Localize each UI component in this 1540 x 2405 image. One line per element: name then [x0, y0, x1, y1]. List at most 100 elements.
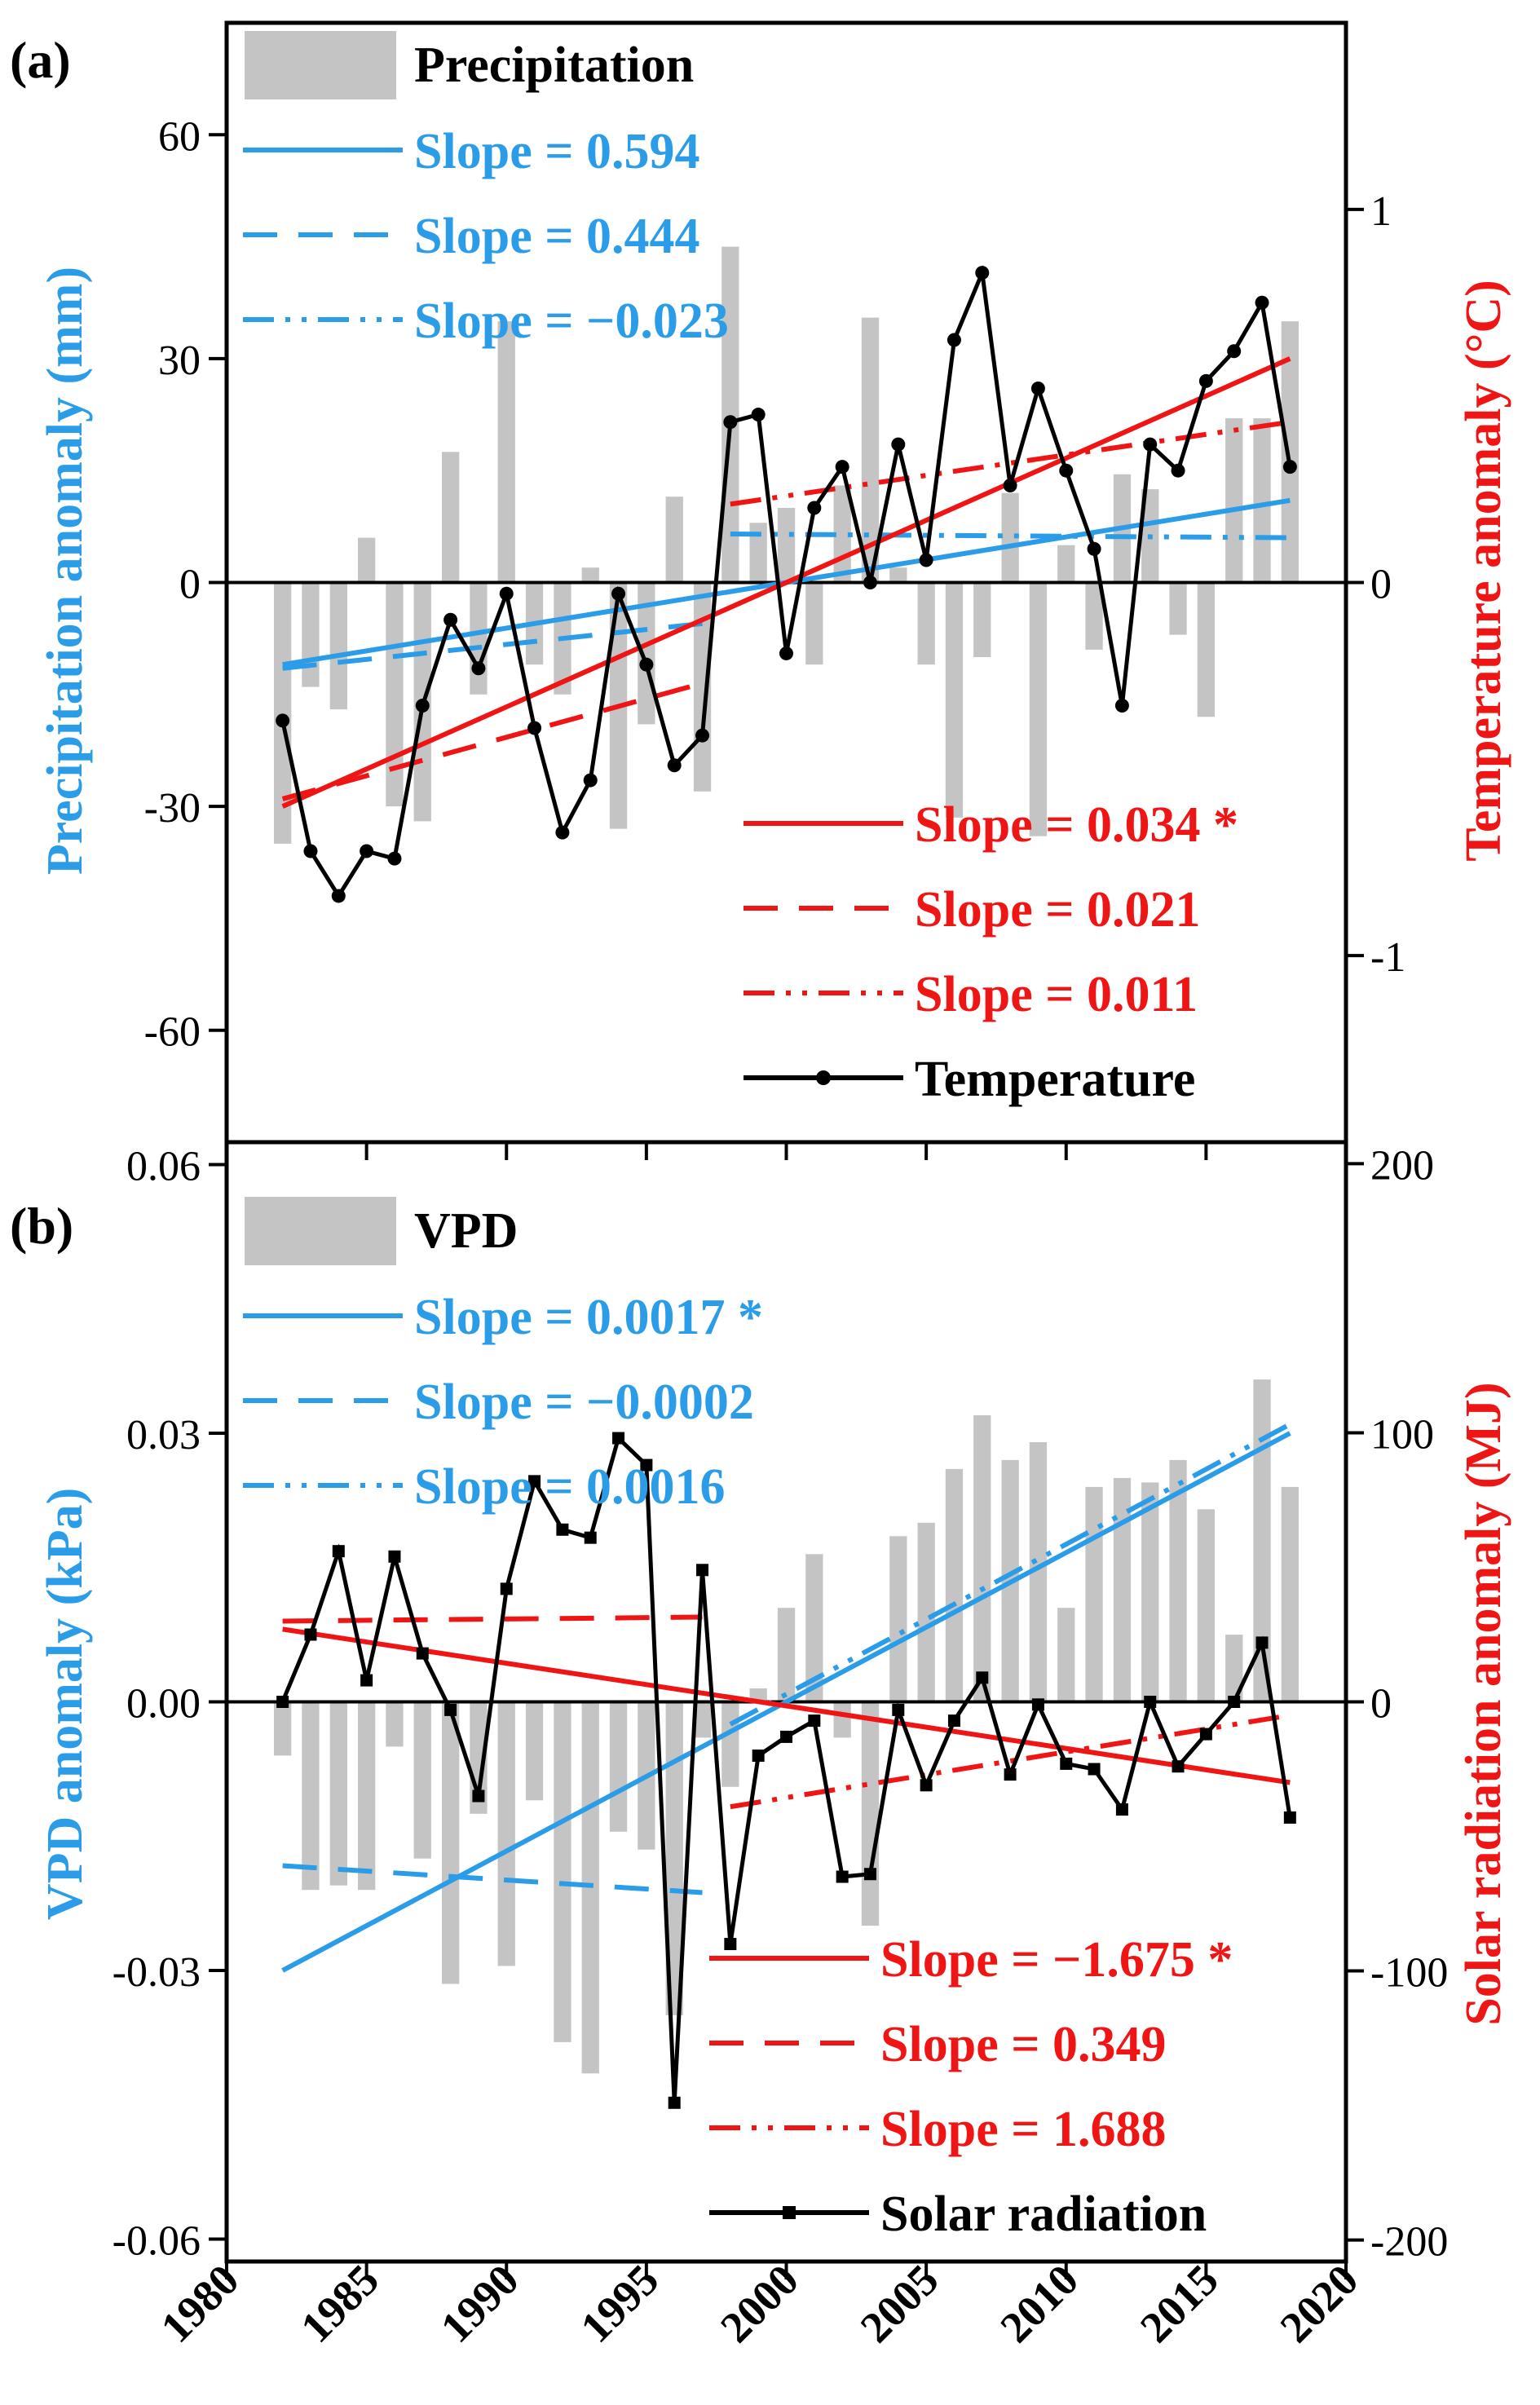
panel-b-bar-2016: [1225, 1635, 1243, 1702]
x-tick-label-2015: 2015: [1131, 2255, 1228, 2352]
panel-b-right-tick-label-3: -100: [1370, 1950, 1448, 1997]
panel-b-point-1983: [304, 1628, 317, 1641]
panel-a-bar-1990: [497, 321, 515, 583]
panel-a-left-tick-label-4: -60: [144, 1009, 201, 1056]
panel-b-bar-1997: [693, 1701, 712, 1738]
panel-a-bar-2011: [1085, 582, 1103, 650]
panel-a-bar-2008: [1001, 492, 1019, 583]
panel-a-legend-red-label-2: Slope = 0.021: [915, 882, 1201, 938]
panel-b-bar-2003: [861, 1701, 880, 1926]
panel-b-point-2016: [1228, 1696, 1241, 1708]
panel-a-point-2017: [1255, 295, 1269, 310]
panel-b-left-tick-label-4: -0.06: [113, 2218, 201, 2265]
panel-b-point-2014: [1172, 1760, 1185, 1773]
panel-b-trend-line-4: [282, 1626, 1291, 1785]
panel-b-point-2018: [1283, 1811, 1296, 1824]
x-tick-label-2005: 2005: [851, 2255, 948, 2352]
panel-b-point-1984: [332, 1545, 345, 1558]
panel-b-legend-series-label: Solar radiation: [880, 2187, 1207, 2242]
panel-b-point-1990: [500, 1582, 513, 1595]
panel-b-point-2017: [1255, 1636, 1269, 1649]
panel-b-legend-bar-swatch: [245, 1197, 396, 1265]
panel-a-legend-series-label: Temperature: [915, 1052, 1195, 1107]
panel-b-point-2009: [1031, 1698, 1044, 1711]
panel-b-bar-1994: [609, 1701, 628, 1832]
panel-b-bar-1982: [274, 1701, 292, 1756]
panel-a-left-axis-title: Precipitation anomaly (mm): [38, 267, 93, 875]
panel-a-point-2010: [1059, 463, 1074, 478]
panel-b-right-tick-label-1: 100: [1370, 1411, 1434, 1458]
panel-b-point-2012: [1115, 1803, 1128, 1816]
panel-a-point-2012: [1114, 699, 1129, 713]
panel-a-point-2015: [1198, 373, 1213, 388]
panel-a-point-2008: [1003, 479, 1017, 493]
panel-a-left-tick-label-1: 30: [158, 338, 201, 384]
panel-a-bar-1995: [638, 582, 655, 725]
x-tick-label-2000: 2000: [711, 2255, 808, 2352]
panel-a-point-1990: [499, 586, 514, 601]
panel-a-point-1982: [276, 713, 290, 728]
panel-b-legend-bar-label: VPD: [414, 1203, 518, 1259]
panel-b-bar-2009: [1029, 1442, 1048, 1702]
panel-b-point-1993: [584, 1531, 597, 1544]
panel-b-trend-line-6: [730, 1713, 1291, 1810]
panel-a-legend-bar-label: Precipitation: [414, 38, 694, 93]
panel-a-point-1994: [611, 586, 626, 601]
panel-b-point-1985: [360, 1674, 373, 1687]
panel-b-bar-1987: [413, 1701, 431, 1859]
panel-a-bar-1982: [274, 582, 292, 844]
panel-b-bar-1992: [554, 1701, 571, 2042]
panel-b-point-1998: [724, 1938, 737, 1951]
panel-a-bar-1999: [749, 523, 767, 583]
panel-b-right-axis-title: Solar radiation anomaly (MJ): [1456, 1382, 1511, 2025]
panel-a-bar-2016: [1225, 418, 1243, 583]
panel-b-left-tick-label-3: -0.03: [113, 1949, 201, 1996]
panel-a-left-tick-label-3: -30: [144, 785, 201, 832]
panel-a-point-2001: [807, 501, 822, 515]
panel-b-trend-line-5: [282, 1614, 703, 1624]
panel-b-point-1991: [528, 1475, 541, 1488]
panel-a-point-2004: [891, 437, 906, 452]
panel-a-point-1983: [303, 844, 318, 858]
panel-b-bar-1988: [442, 1701, 460, 1984]
panel-a: (a) Precipitation anomaly (mm) Temperatu…: [10, 20, 1511, 1160]
panel-a-left-tick-label-0: 60: [158, 113, 201, 160]
panel-a-label: (a): [10, 31, 71, 89]
panel-a-bar-1983: [302, 582, 320, 687]
panel-b-point-2006: [947, 1714, 960, 1728]
panel-b-point-2008: [1004, 1768, 1017, 1781]
panel-a-legend-blue-label-1: Slope = 0.594: [414, 124, 700, 179]
panel-a-legend-blue-label-2: Slope = 0.444: [414, 209, 700, 264]
panel-b-point-2001: [808, 1714, 821, 1728]
panel-b-bar-1990: [497, 1701, 515, 1966]
panel-a-bar-2010: [1057, 545, 1075, 583]
panel-b-legend-series-marker: [783, 2206, 796, 2219]
panel-b-bar-2010: [1057, 1608, 1075, 1702]
panel-b-bar-1984: [329, 1701, 347, 1886]
panel-b-bar-1983: [302, 1701, 320, 1891]
panel-a-trend-line-6: [730, 419, 1291, 507]
panel-b-point-1988: [444, 1703, 457, 1716]
panel-b-bar-1998: [721, 1701, 739, 1787]
panel-a-bar-2009: [1029, 582, 1048, 836]
panel-a-point-2005: [919, 553, 933, 567]
panel-a-point-1996: [667, 758, 682, 773]
panel-a-point-1991: [527, 721, 542, 735]
panel-a-legend-blue-label-3: Slope = −0.023: [414, 293, 729, 349]
panel-a-bar-1996: [665, 496, 683, 583]
panel-a-bar-2003: [861, 317, 880, 583]
panel-b-legend-blue-label-2: Slope = −0.0002: [414, 1375, 754, 1430]
panel-a-point-2009: [1030, 382, 1045, 396]
panel-a-point-1989: [471, 661, 486, 676]
x-tick-label-1980: 1980: [152, 2255, 249, 2352]
panel-b-bar-2004: [889, 1536, 907, 1702]
panel-a-point-2007: [975, 266, 990, 280]
panel-b-point-1986: [388, 1550, 401, 1563]
panel-a-point-1997: [695, 728, 710, 743]
panel-b-bar-2018: [1281, 1486, 1299, 1702]
x-tick-label-2010: 2010: [991, 2255, 1088, 2352]
panel-b-point-2002: [836, 1870, 849, 1883]
panel-b-right-tick-label-2: 0: [1370, 1681, 1392, 1728]
panel-b-bar-2006: [945, 1468, 964, 1702]
panel-b-bar-2005: [917, 1522, 935, 1702]
